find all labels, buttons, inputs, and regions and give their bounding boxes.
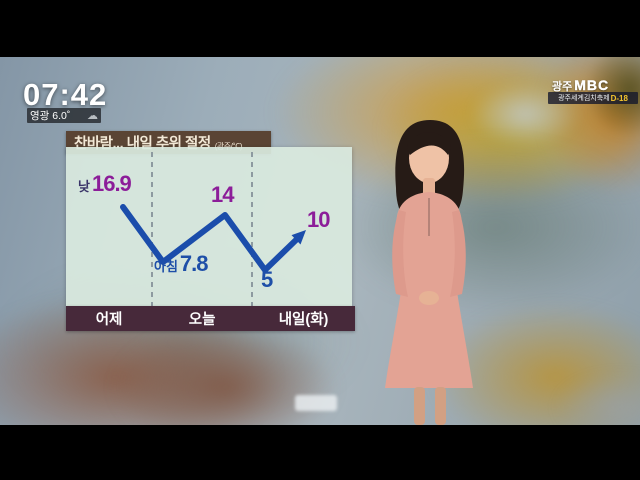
axis-label-yesterday: 어제	[95, 312, 123, 328]
value-label-morning-tomorrow: 5	[261, 267, 273, 292]
value-label-day-today: 14	[211, 182, 235, 207]
letterbox-bottom	[0, 425, 640, 480]
station-logo: 광주 MBC	[552, 77, 609, 94]
presenter-hands	[419, 291, 439, 305]
chart-x-axis: 어제 오늘 내일(화)	[66, 306, 355, 331]
cloud-icon: ☁	[87, 109, 98, 122]
presenter-neck	[423, 178, 435, 196]
festival-dday: D-18	[610, 93, 628, 103]
axis-label-tomorrow: 내일(화)	[278, 312, 329, 328]
weather-presenter	[385, 120, 473, 425]
presenter-arm-right	[450, 210, 466, 297]
temperature-chart: 낮16.9 아침7.8 14 5 10	[66, 147, 352, 306]
region-temp-label: 영광 6.0˚	[30, 110, 71, 122]
value-label-day-yesterday: 낮16.9	[78, 171, 132, 196]
temperature-line	[120, 204, 299, 273]
video-frame: 07:42 영광 6.0˚ ☁ 광주 MBC 광주세계김치축제 D-18 찬바람..…	[0, 57, 640, 425]
value-label-morning-today: 아침7.8	[154, 251, 209, 276]
chart-unit-label: (광주/℃)	[215, 141, 243, 154]
presenter-arm-left	[392, 210, 408, 297]
region-weather-box: 영광 6.0˚ ☁	[27, 108, 101, 123]
temperature-line-plot	[120, 152, 306, 306]
road-patch	[555, 372, 640, 425]
value-label-day-tomorrow: 10	[307, 207, 331, 232]
clock-time: 07:42	[23, 77, 108, 112]
trend-arrowhead	[291, 230, 306, 245]
festival-banner-text: 광주세계김치축제	[558, 95, 610, 102]
axis-label-today: 오늘	[188, 312, 216, 328]
festival-banner: 광주세계김치축제 D-18	[548, 92, 638, 104]
building	[295, 395, 337, 411]
presenter-dress	[385, 192, 473, 388]
presenter-leg	[435, 387, 446, 425]
letterbox-top	[0, 0, 640, 57]
foliage-blob	[110, 322, 340, 425]
station-logo-mbc: MBC	[574, 77, 610, 93]
presenter-fringe	[407, 132, 451, 155]
presenter-leg	[414, 387, 425, 425]
station-logo-region: 광주	[552, 81, 573, 93]
